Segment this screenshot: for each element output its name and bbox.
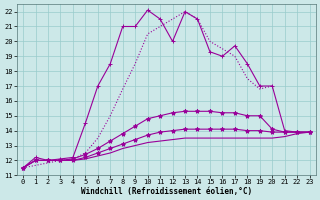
X-axis label: Windchill (Refroidissement éolien,°C): Windchill (Refroidissement éolien,°C) xyxy=(81,187,252,196)
